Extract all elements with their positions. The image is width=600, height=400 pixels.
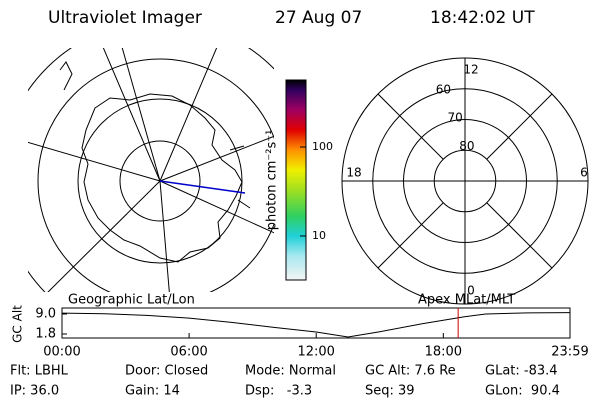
mlt-label: 6 [580,166,588,180]
status-field: Flt: LBHL [10,364,69,379]
status-field: GLat: -83.4 [485,364,558,379]
title: Ultraviolet Imager [48,8,202,28]
altitude-line [61,312,571,338]
x-tick-label: 23:59 [551,345,588,360]
right-label: Apex MLat/MLT [418,293,515,308]
left-label: Geographic Lat/Lon [68,293,195,308]
x-tick-label: 00:00 [43,345,80,360]
status-field: Door: Closed [125,364,208,379]
colorbar-tick-label: 10 [312,229,326,242]
mlt-label: 12 [463,63,478,77]
x-tick-label: 06:00 [170,345,207,360]
mlt-line [377,93,444,160]
date: 27 Aug 07 [275,8,362,28]
status-field: Mode: Normal [245,364,336,379]
status-field: Seq: 39 [365,384,415,399]
status-field: GLon: 90.4 [485,384,560,399]
altitude-plot: Geographic Lat/Lon Apex MLat/MLT GC Alt 9.0… [11,293,589,360]
mlt-line [486,202,553,269]
lat-label: 80 [459,139,474,153]
mlt-label: 0 [467,284,475,298]
x-tick-label: 18:00 [425,345,462,360]
mlt-line [486,93,553,160]
colorbar-tick-label: 100 [312,140,333,153]
time: 18:42:02 UT [430,8,535,28]
status-field: IP: 36.0 [10,384,59,399]
mlt-line [377,202,444,269]
x-tick-label: 12:00 [297,345,334,360]
lat-label: 70 [447,111,462,125]
geo-map [28,48,274,292]
status-field: GC Alt: 7.6 Re [365,364,456,379]
colorbar [285,79,307,281]
y-label: GC Alt [11,305,25,343]
status-field: Gain: 14 [125,384,180,399]
mlt-label: 18 [346,166,361,180]
status-field: Dsp: -3.3 [245,384,312,399]
colorbar-label: photon cm⁻²s⁻¹ [265,130,280,231]
footer: Flt: LBHL Door: Closed Mode: Normal GC Alt:… [10,364,560,399]
y-tick-label: 1.8 [35,327,56,342]
lat-label: 60 [436,82,451,96]
y-tick-label: 9.0 [35,307,56,322]
